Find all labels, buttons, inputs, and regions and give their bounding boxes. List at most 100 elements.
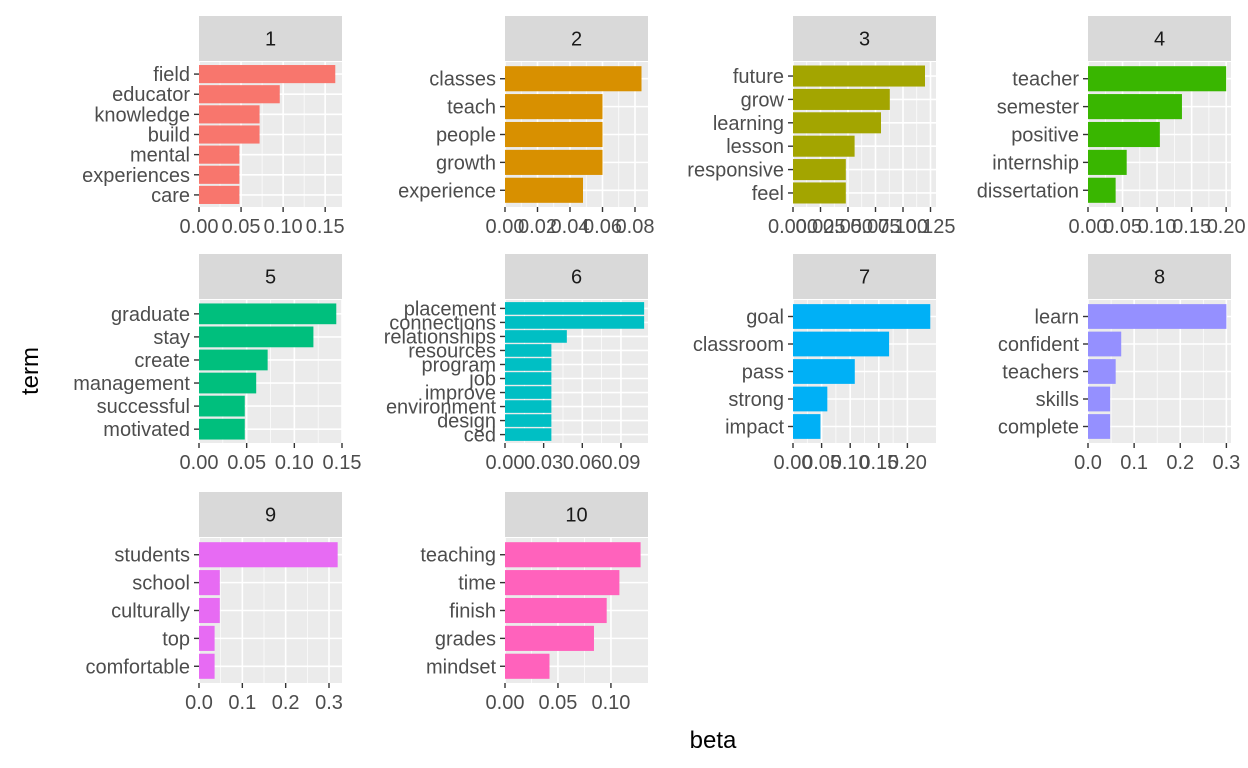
x-tick-label: 0.000: [768, 216, 818, 238]
bar-motivated: [199, 418, 245, 440]
term-label: experience: [398, 180, 496, 202]
bar-school: [199, 570, 220, 596]
x-tick-label: 0.025: [795, 216, 845, 238]
term-label: teacher: [1012, 69, 1079, 91]
term-label: strong: [728, 389, 784, 411]
bar-lesson: [793, 135, 855, 157]
bar-successful: [199, 395, 245, 417]
facet-panel-1: 1 fieldeducatorknowledgebuildmentalexperi…: [82, 16, 345, 238]
x-tick-label: 0.09: [601, 452, 640, 474]
term-label: ced: [464, 425, 496, 447]
x-tick-label: 0.10: [591, 692, 630, 714]
facet-strip: [1088, 16, 1231, 61]
facet-strip: [1088, 254, 1231, 299]
term-label: educator: [112, 84, 190, 106]
term-label: culturally: [111, 601, 190, 623]
bar-positive: [1088, 121, 1160, 148]
term-label: learning: [713, 113, 784, 135]
x-tick-label: 0.03: [524, 452, 563, 474]
facet-strip: [505, 492, 648, 537]
bar-grow: [793, 88, 890, 110]
facet-strip-label: 4: [1154, 29, 1165, 51]
bar-growth: [505, 149, 603, 175]
bar-comfortable: [199, 653, 215, 679]
facet-strip: [505, 254, 648, 299]
facet-strip: [199, 16, 342, 61]
bar-teachers: [1088, 359, 1116, 384]
x-tick-label: 0.04: [551, 216, 590, 238]
facet-strip-label: 9: [265, 505, 276, 527]
term-label: classroom: [693, 334, 784, 356]
term-label: school: [132, 573, 190, 595]
x-tick-label: 0.0: [185, 692, 213, 714]
bar-confident: [1088, 331, 1122, 357]
bar-mindset: [505, 653, 550, 679]
term-label: connections: [389, 312, 496, 334]
x-tick-label: 0.06: [583, 216, 622, 238]
bar-classes: [505, 66, 642, 92]
x-axis-title: beta: [690, 727, 737, 754]
facet-panel-5: 5 graduatestaycreatemanagementsuccessfulm…: [73, 254, 361, 474]
term-label: placement: [404, 298, 497, 320]
x-tick-label: 0.100: [878, 216, 928, 238]
x-tick-label: 0.10: [1138, 216, 1177, 238]
x-tick-label: 0.00: [774, 452, 813, 474]
term-label: field: [153, 64, 190, 86]
bar-top: [199, 625, 215, 651]
facet-panel-8: 8 learn confident teachers skills complete 0.0…: [998, 254, 1240, 474]
x-tick-label: 0.05: [802, 452, 841, 474]
bar-experience: [505, 177, 583, 203]
x-tick-label: 0.00: [486, 216, 525, 238]
x-tick-label: 0.00: [486, 452, 525, 474]
term-label: graduate: [111, 304, 190, 326]
term-label: impact: [725, 417, 784, 439]
bar-placement: [505, 302, 645, 315]
term-label: successful: [97, 396, 190, 418]
term-label: management: [73, 373, 190, 395]
x-tick-label: 0.10: [264, 216, 303, 238]
x-tick-label: 0.00: [486, 692, 525, 714]
facet-strip-label: 7: [859, 267, 870, 289]
bar-finish: [505, 597, 607, 624]
facet-strip-label: 1: [265, 29, 276, 51]
bar-semester: [1088, 94, 1182, 120]
term-label: knowledge: [94, 104, 190, 126]
facet-strip-label: 6: [571, 267, 582, 289]
bar-dissertation: [1088, 177, 1116, 203]
term-label: environment: [386, 397, 497, 419]
term-label: complete: [998, 417, 1079, 439]
facet-strip: [793, 16, 936, 61]
x-tick-label: 0.20: [1207, 216, 1246, 238]
bar-people: [505, 121, 603, 148]
facet-panel-9: 9 students school culturally top comfortable 0…: [86, 492, 343, 714]
term-label: grades: [435, 628, 496, 650]
bar-knowledge: [199, 105, 260, 124]
bar-ced: [505, 428, 552, 441]
x-tick-label: 0.15: [323, 452, 362, 474]
bar-graduate: [199, 303, 337, 325]
x-tick-label: 0.3: [1212, 452, 1240, 474]
facet-strip-label: 3: [859, 29, 870, 51]
x-tick-label: 0.10: [831, 452, 870, 474]
term-label: care: [151, 185, 190, 207]
term-label: teachers: [1002, 362, 1079, 384]
bar-grades: [505, 625, 594, 651]
bar-learn: [1088, 304, 1227, 329]
term-label: future: [733, 66, 784, 88]
bar-mental: [199, 145, 240, 164]
term-label: stay: [153, 327, 190, 349]
bar-classroom: [793, 331, 890, 357]
bar-internship: [1088, 149, 1127, 175]
term-label: program: [422, 354, 496, 376]
bar-management: [199, 372, 257, 394]
bar-environment: [505, 400, 552, 413]
facet-strip: [199, 254, 342, 299]
term-label: learn: [1035, 307, 1079, 329]
x-tick-label: 0.05: [222, 216, 261, 238]
bar-goal: [793, 304, 931, 329]
x-tick-label: 0.125: [905, 216, 955, 238]
bar-stay: [199, 326, 314, 348]
facet-panel-10: 10 teaching time finish grades mindset 0.00 0.0…: [420, 492, 648, 714]
